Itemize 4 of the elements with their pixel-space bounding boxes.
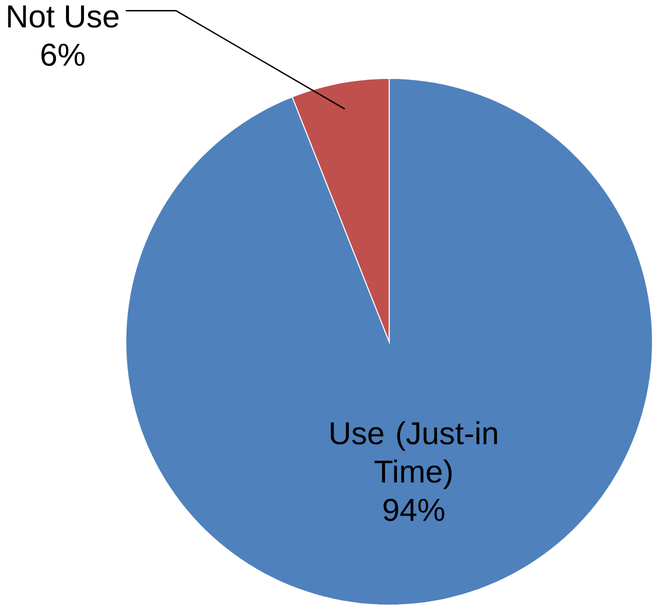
data-label: 6% bbox=[41, 44, 84, 66]
data-label: 94% bbox=[384, 498, 444, 522]
slice-label: Use (Just-in Time) bbox=[330, 421, 497, 490]
slice-label: Not Use bbox=[8, 6, 118, 28]
